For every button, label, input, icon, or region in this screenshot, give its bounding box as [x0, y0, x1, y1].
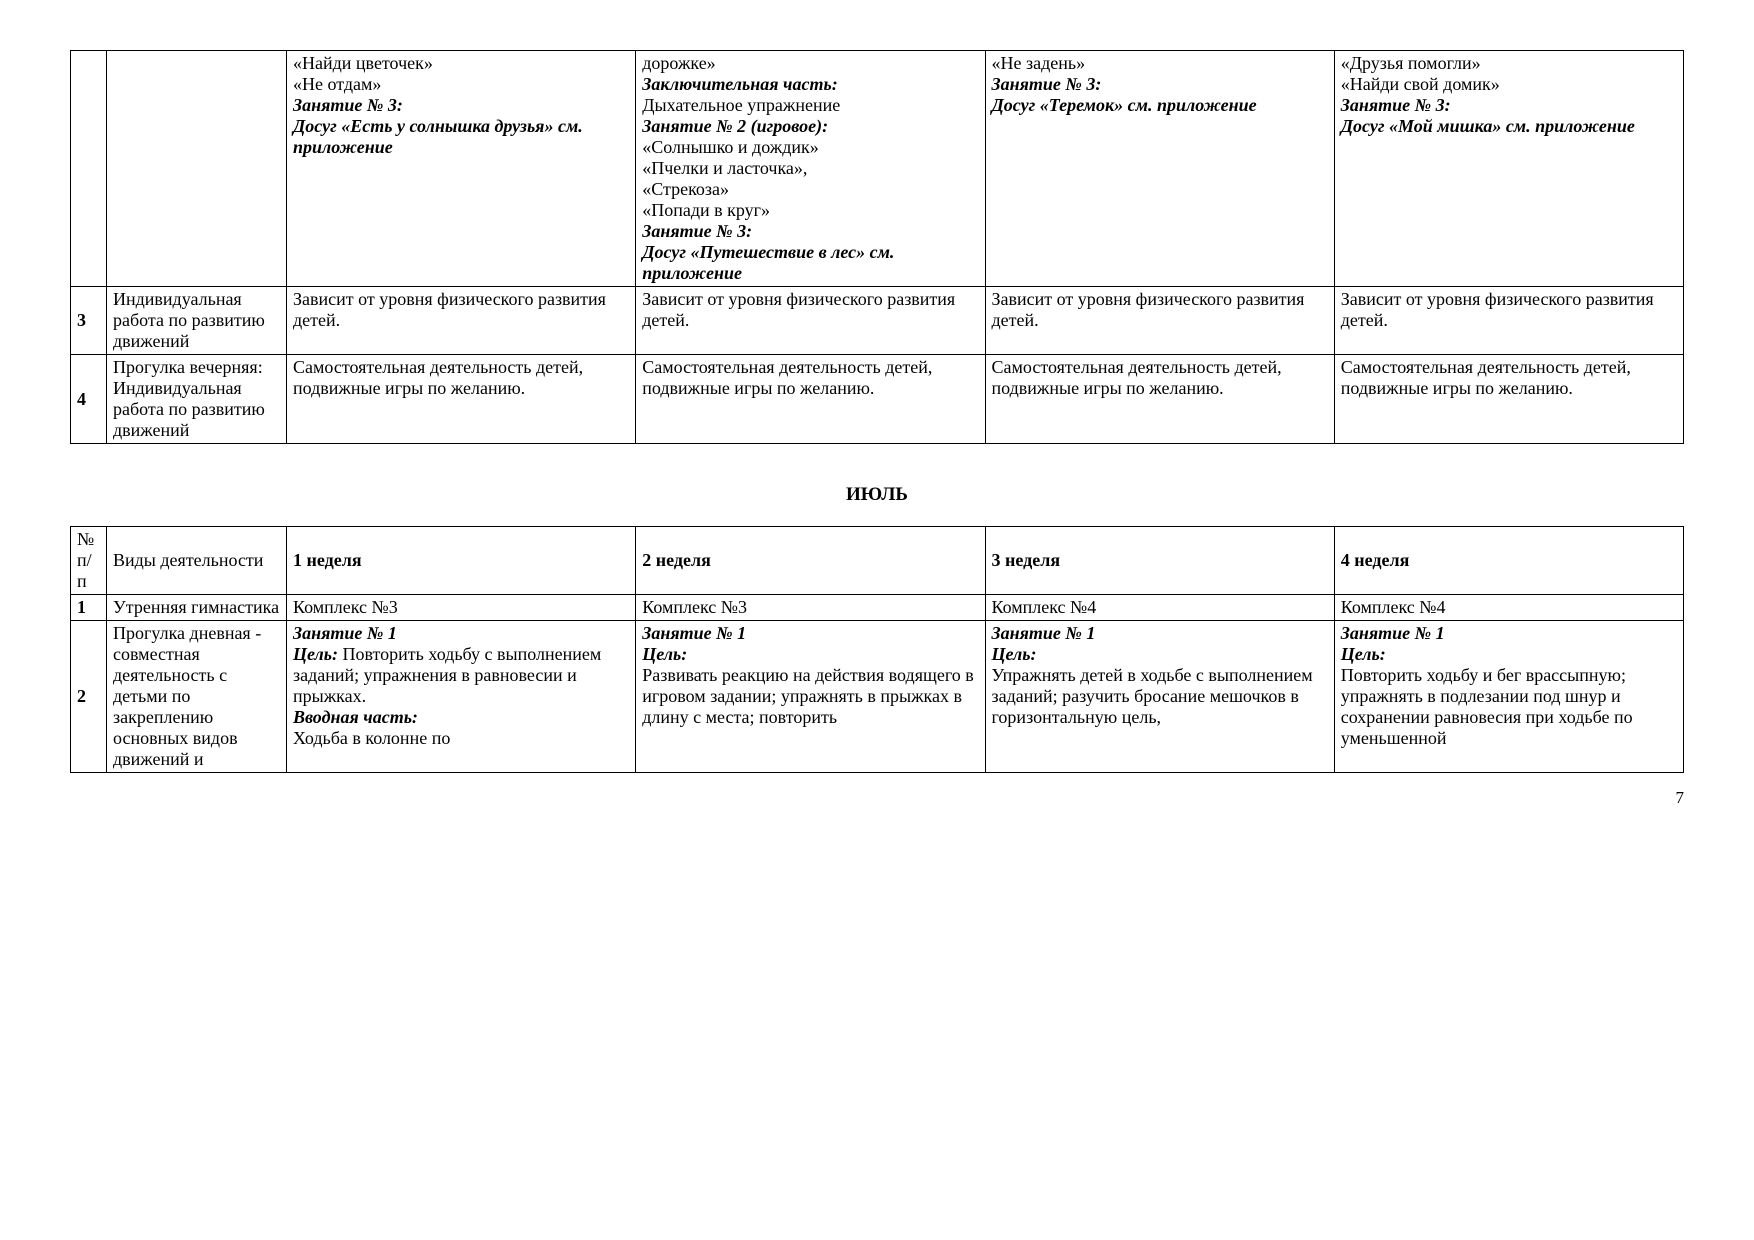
header-w4: 4 неделя: [1334, 527, 1683, 595]
cell-w3: Самостоятельная деятельность детей, подв…: [985, 355, 1334, 444]
cell-activity: Утренняя гимнастика: [107, 595, 287, 621]
header-w2: 2 неделя: [636, 527, 985, 595]
cell-w4: Комплекс №4: [1334, 595, 1683, 621]
cell-w1: Самостоятельная деятельность детей, подв…: [287, 355, 636, 444]
cell-w2: дорожке»Заключительная часть:Дыхательное…: [636, 51, 985, 287]
cell-w3: Комплекс №4: [985, 595, 1334, 621]
cell-w4: Зависит от уровня физического развития д…: [1334, 287, 1683, 355]
cell-activity: Прогулка дневная - совместная деятельнос…: [107, 621, 287, 773]
cell-w2: Самостоятельная деятельность детей, подв…: [636, 355, 985, 444]
page-number: 7: [70, 788, 1684, 808]
cell-w3: Зависит от уровня физического развития д…: [985, 287, 1334, 355]
cell-num: 1: [71, 595, 107, 621]
cell-activity: [107, 51, 287, 287]
cell-num: 3: [71, 287, 107, 355]
cell-w2: Зависит от уровня физического развития д…: [636, 287, 985, 355]
table-row: 4 Прогулка вечерняя: Индивидуальная рабо…: [71, 355, 1684, 444]
cell-w1: Занятие № 1Цель: Повторить ходьбу с выпо…: [287, 621, 636, 773]
cell-w3: «Не задень»Занятие № 3:Досуг «Теремок» с…: [985, 51, 1334, 287]
cell-w2: Занятие № 1Цель:Развивать реакцию на дей…: [636, 621, 985, 773]
header-num: № п/п: [71, 527, 107, 595]
table-top: «Найди цветочек»«Не отдам»Занятие № 3:До…: [70, 50, 1684, 444]
header-activity: Виды деятельности: [107, 527, 287, 595]
cell-activity: Прогулка вечерняя: Индивидуальная работа…: [107, 355, 287, 444]
cell-w4: Самостоятельная деятельность детей, подв…: [1334, 355, 1683, 444]
cell-num: [71, 51, 107, 287]
table-row: 2 Прогулка дневная - совместная деятельн…: [71, 621, 1684, 773]
table-header-row: № п/п Виды деятельности 1 неделя 2 недел…: [71, 527, 1684, 595]
header-w1: 1 неделя: [287, 527, 636, 595]
cell-num: 4: [71, 355, 107, 444]
cell-w1: Комплекс №3: [287, 595, 636, 621]
cell-w1: «Найди цветочек»«Не отдам»Занятие № 3:До…: [287, 51, 636, 287]
cell-w4: Занятие № 1Цель:Повторить ходьбу и бег в…: [1334, 621, 1683, 773]
cell-activity: Индивидуальная работа по развитию движен…: [107, 287, 287, 355]
table-row: 3 Индивидуальная работа по развитию движ…: [71, 287, 1684, 355]
header-w3: 3 неделя: [985, 527, 1334, 595]
cell-w3: Занятие № 1Цель:Упражнять детей в ходьбе…: [985, 621, 1334, 773]
cell-w1: Зависит от уровня физического развития д…: [287, 287, 636, 355]
table-row: 1 Утренняя гимнастика Комплекс №3 Компле…: [71, 595, 1684, 621]
month-heading: ИЮЛЬ: [70, 484, 1684, 506]
cell-w2: Комплекс №3: [636, 595, 985, 621]
table-row: «Найди цветочек»«Не отдам»Занятие № 3:До…: [71, 51, 1684, 287]
cell-num: 2: [71, 621, 107, 773]
cell-w4: «Друзья помогли»«Найди свой домик»Заняти…: [1334, 51, 1683, 287]
table-july: № п/п Виды деятельности 1 неделя 2 недел…: [70, 526, 1684, 773]
